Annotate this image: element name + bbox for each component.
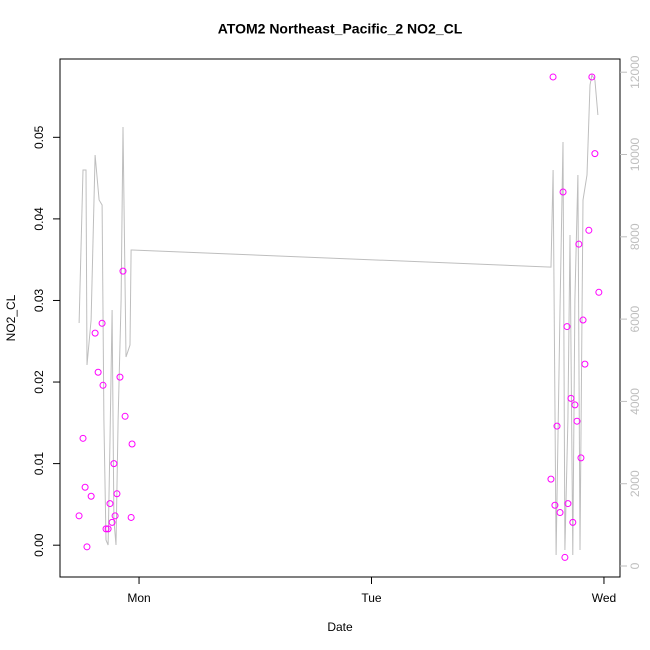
point [547,475,555,483]
point [563,323,571,331]
x-axis-label: Date [327,620,353,634]
point [94,368,102,376]
point [127,513,135,521]
point [588,73,596,81]
point [111,512,119,520]
point [551,501,559,509]
point [83,543,91,551]
y2-tick-label: 4000 [628,388,642,415]
point [549,73,557,81]
plot-frame [59,58,621,578]
point [98,319,106,327]
y2-tick-label: 6000 [628,305,642,332]
y-tick-label: 0.05 [32,125,46,149]
point [579,316,587,324]
point [575,240,583,248]
x-tick-label: Tue [361,591,382,605]
point [577,454,585,462]
point [91,329,99,337]
point [595,288,603,296]
point [104,525,112,533]
x-tick-label: Wed [592,591,616,605]
point [567,394,575,402]
point [106,500,114,508]
point [128,440,136,448]
point [581,360,589,368]
y2-tick-label: 8000 [628,223,642,250]
y-tick-label: 0.00 [32,533,46,557]
point [564,500,572,508]
point [119,267,127,275]
point [110,460,118,468]
y-tick-label: 0.02 [32,370,46,394]
y-tick-label: 0.04 [32,207,46,231]
chart-title: ATOM2 Northeast_Pacific_2 NO2_CL [218,21,463,37]
y-axis-label: NO2_CL [4,294,18,341]
point [87,492,95,500]
point [99,381,107,389]
point [559,188,567,196]
point [81,483,89,491]
point [121,412,129,420]
point [561,553,569,561]
y2-tick-label: 2000 [628,470,642,497]
point [556,509,564,517]
y2-tick-label: 10000 [628,138,642,172]
point [102,525,110,533]
line [78,73,599,556]
y-tick-label: 0.01 [32,452,46,476]
point [569,518,577,526]
y-tick-label: 0.03 [32,288,46,312]
point [108,518,116,526]
y2-tick-label: 0 [628,562,642,569]
point [553,422,561,430]
point [573,417,581,425]
point [116,373,124,381]
point [79,434,87,442]
y2-tick-label: 12000 [628,55,642,89]
point [571,401,579,409]
point [75,512,83,520]
point [113,490,121,498]
point [591,150,599,158]
point [585,226,593,234]
x-tick-label: Mon [127,591,150,605]
